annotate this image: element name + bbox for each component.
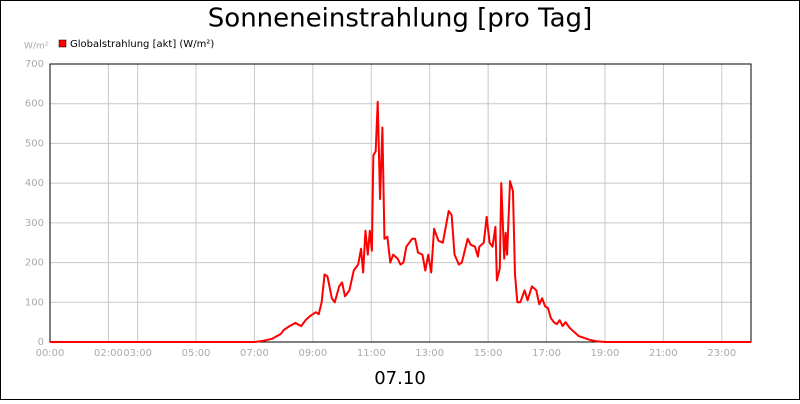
y-tick-label: 400: [25, 178, 44, 189]
x-tick-label: 11:00: [357, 348, 386, 359]
data-line: [50, 100, 751, 343]
y-tick-label: 500: [25, 138, 44, 149]
x-tick-label: 09:00: [298, 348, 327, 359]
x-tick-label: 07:00: [240, 348, 269, 359]
plot-area: [49, 63, 752, 343]
x-tick-label: 17:00: [532, 348, 561, 359]
x-tick-label: 13:00: [415, 348, 444, 359]
x-tick-label: 02:00: [94, 348, 123, 359]
x-tick-label: 15:00: [474, 348, 503, 359]
x-tick-label: 21:00: [649, 348, 678, 359]
legend-swatch: [58, 39, 67, 48]
x-tick-label: 00:00: [36, 348, 65, 359]
y-tick-label: 700: [25, 59, 44, 70]
y-tick-label: 300: [25, 218, 44, 229]
x-tick-label: 05:00: [182, 348, 211, 359]
chart-title: Sonneneinstrahlung [pro Tag]: [208, 4, 592, 34]
x-tick-label: 03:00: [123, 348, 152, 359]
legend-label: Globalstrahlung [akt] (W/m²): [70, 39, 214, 50]
x-axis-label: 07.10: [374, 368, 426, 389]
y-tick-label: 200: [25, 258, 44, 269]
y-tick-label: 100: [25, 297, 44, 308]
x-tick-label: 23:00: [707, 348, 736, 359]
y-tick-label: 0: [38, 337, 44, 348]
y-tick-label: 600: [25, 99, 44, 110]
x-tick-label: 19:00: [591, 348, 620, 359]
y-unit: W/m²: [24, 42, 49, 52]
